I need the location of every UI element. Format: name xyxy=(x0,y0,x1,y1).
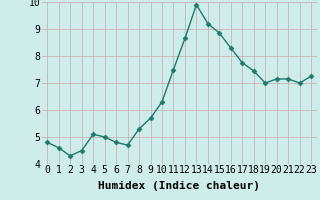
X-axis label: Humidex (Indice chaleur): Humidex (Indice chaleur) xyxy=(98,181,260,191)
